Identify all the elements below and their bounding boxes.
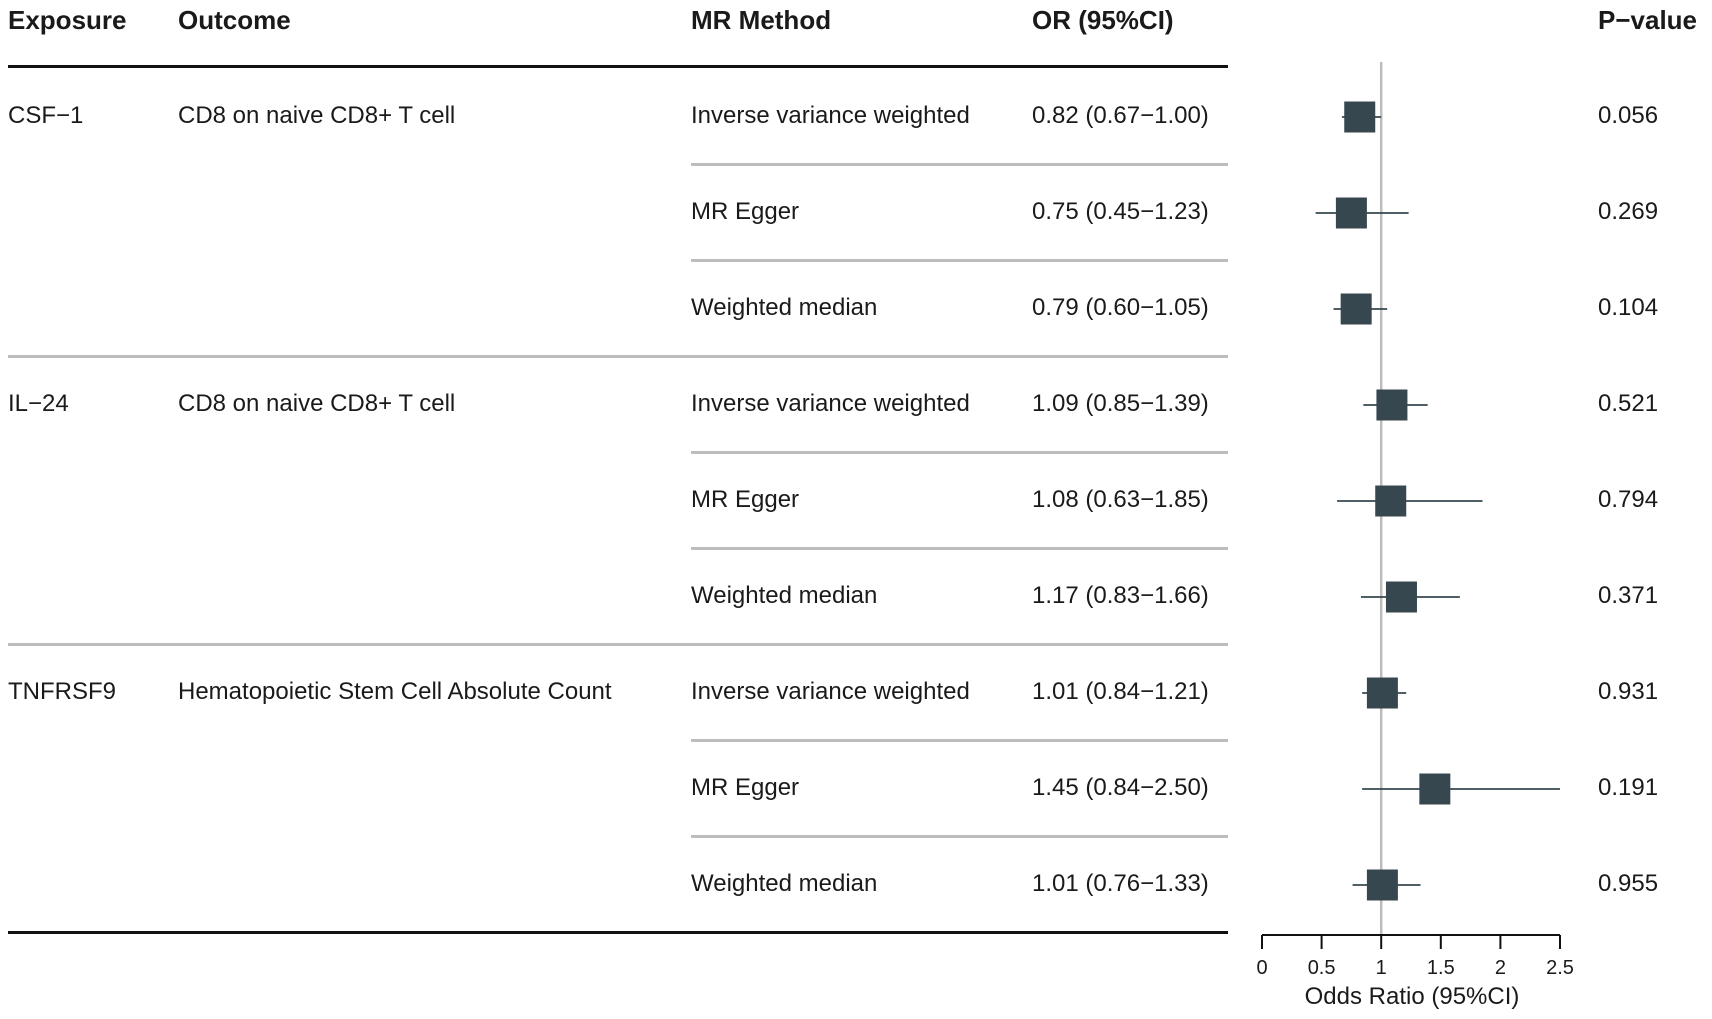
or-marker — [1335, 197, 1367, 229]
exposure-cell: TNFRSF9 — [8, 678, 116, 705]
or-marker — [1376, 389, 1408, 421]
or-cell: 1.08 (0.63−1.85) — [1032, 486, 1209, 513]
group-divider — [8, 643, 1228, 646]
row-divider — [691, 163, 1228, 166]
pvalue-cell: 0.269 — [1598, 198, 1659, 225]
outcome-cell: Hematopoietic Stem Cell Absolute Count — [178, 678, 612, 705]
or-marker — [1375, 485, 1407, 517]
or-cell: 1.09 (0.85−1.39) — [1032, 390, 1209, 417]
method-cell: Weighted median — [691, 582, 878, 609]
x-tick-label: 2 — [1495, 957, 1506, 979]
pvalue-cell: 0.191 — [1598, 774, 1659, 801]
pvalue-cell: 0.794 — [1598, 486, 1659, 513]
method-cell: MR Egger — [691, 198, 800, 225]
or-cell: 1.01 (0.76−1.33) — [1032, 870, 1209, 897]
header-or: OR (95%CI) — [1032, 5, 1174, 35]
row-divider — [691, 547, 1228, 550]
pvalue-cell: 0.056 — [1598, 102, 1659, 129]
x-tick-label: 0 — [1256, 957, 1267, 979]
bottom-rule — [8, 931, 1228, 934]
row-divider — [691, 259, 1228, 262]
x-axis-label: Odds Ratio (95%CI) — [1305, 983, 1520, 1010]
or-marker — [1419, 773, 1451, 805]
or-marker — [1385, 581, 1417, 613]
outcome-cell: CD8 on naive CD8+ T cell — [178, 102, 456, 129]
header-pvalue: P−value — [1598, 5, 1698, 35]
x-tick-label: 2.5 — [1546, 957, 1574, 979]
or-marker — [1366, 869, 1398, 901]
or-cell: 1.01 (0.84−1.21) — [1032, 678, 1209, 705]
header-outcome: Outcome — [178, 5, 291, 35]
row-divider — [691, 739, 1228, 742]
or-marker — [1344, 101, 1376, 133]
pvalue-cell: 0.931 — [1598, 678, 1659, 705]
or-cell: 1.45 (0.84−2.50) — [1032, 774, 1209, 801]
or-cell: 0.79 (0.60−1.05) — [1032, 294, 1209, 321]
or-cell: 0.82 (0.67−1.00) — [1032, 102, 1209, 129]
or-marker — [1366, 677, 1398, 709]
x-tick-label: 1 — [1376, 957, 1387, 979]
top-rule — [8, 65, 1228, 68]
exposure-cell: IL−24 — [8, 390, 69, 417]
pvalue-cell: 0.521 — [1598, 390, 1659, 417]
pvalue-cell: 0.955 — [1598, 870, 1659, 897]
method-cell: MR Egger — [691, 486, 800, 513]
or-cell: 1.17 (0.83−1.66) — [1032, 582, 1209, 609]
row-divider — [691, 451, 1228, 454]
method-cell: MR Egger — [691, 774, 800, 801]
group-divider — [8, 355, 1228, 358]
x-tick-label: 0.5 — [1308, 957, 1336, 979]
outcome-cell: CD8 on naive CD8+ T cell — [178, 390, 456, 417]
pvalue-cell: 0.371 — [1598, 582, 1659, 609]
or-cell: 0.75 (0.45−1.23) — [1032, 198, 1209, 225]
method-cell: Weighted median — [691, 294, 878, 321]
method-cell: Inverse variance weighted — [691, 678, 970, 705]
x-tick-label: 1.5 — [1427, 957, 1455, 979]
method-cell: Weighted median — [691, 870, 878, 897]
row-divider — [691, 835, 1228, 838]
header-method: MR Method — [691, 5, 832, 35]
exposure-cell: CSF−1 — [8, 102, 84, 129]
or-marker — [1340, 293, 1372, 325]
method-cell: Inverse variance weighted — [691, 390, 970, 417]
header-exposure: Exposure — [8, 5, 127, 35]
method-cell: Inverse variance weighted — [691, 102, 970, 129]
pvalue-cell: 0.104 — [1598, 294, 1659, 321]
